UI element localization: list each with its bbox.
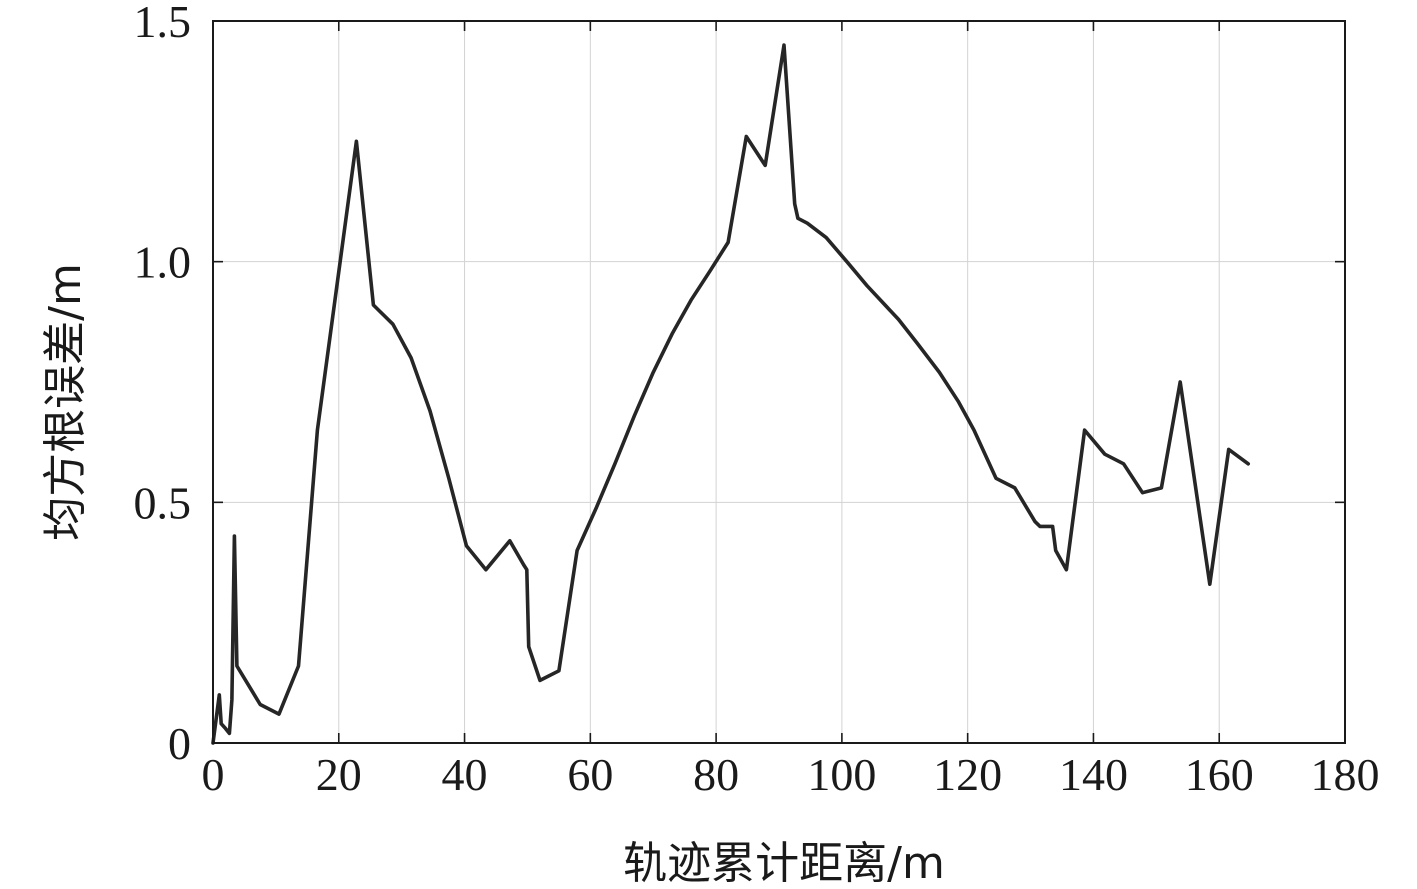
x-tick-label: 60 bbox=[567, 749, 613, 800]
grid bbox=[213, 21, 1345, 743]
y-tick-label: 0 bbox=[168, 718, 191, 769]
x-tick-label: 100 bbox=[807, 749, 876, 800]
x-tick-label: 20 bbox=[316, 749, 362, 800]
x-tick-label: 160 bbox=[1185, 749, 1254, 800]
x-tick-label: 40 bbox=[442, 749, 488, 800]
y-tick-labels: 0 0.5 1.0 1.5 bbox=[134, 0, 192, 769]
y-tick-label: 0.5 bbox=[134, 477, 192, 528]
ticks bbox=[212, 20, 1346, 744]
x-tick-label: 0 bbox=[202, 749, 225, 800]
x-tick-label: 140 bbox=[1059, 749, 1128, 800]
y-axis-label: 均方根误差/m bbox=[40, 263, 91, 541]
x-tick-labels: 0 20 40 60 80 100 120 140 160 180 bbox=[202, 749, 1380, 800]
x-tick-label: 180 bbox=[1311, 749, 1380, 800]
x-axis-label: 轨迹累计距离/m bbox=[623, 838, 945, 889]
x-tick-label: 120 bbox=[933, 749, 1002, 800]
y-tick-label: 1.0 bbox=[134, 237, 192, 288]
y-tick-label: 1.5 bbox=[134, 0, 192, 47]
series-line bbox=[211, 43, 1250, 745]
x-tick-label: 80 bbox=[693, 749, 739, 800]
plot-frame bbox=[212, 20, 1346, 744]
